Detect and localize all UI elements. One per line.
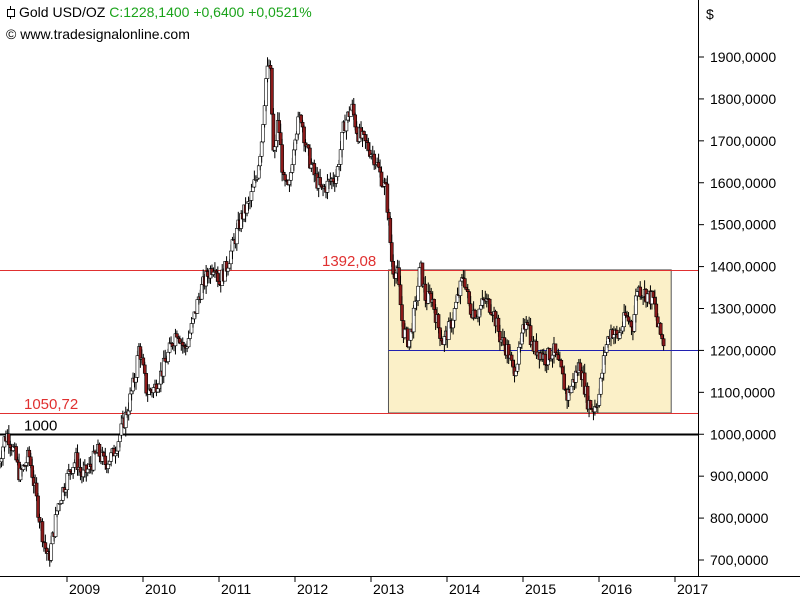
x-tick-label: 2009 <box>69 581 100 597</box>
candle-body <box>49 543 54 561</box>
y-tick-label: 700,0000 <box>710 552 769 568</box>
candle-body <box>142 364 147 374</box>
candle-body <box>53 514 58 537</box>
y-tick-label: 1500,0000 <box>710 217 776 233</box>
candle-body <box>230 239 235 252</box>
candle-body <box>436 314 441 329</box>
candle-body <box>658 323 663 335</box>
y-axis-unit-label: $ <box>706 6 714 22</box>
candle-body <box>106 463 111 469</box>
instrument-name: Gold USD/OZ <box>19 4 106 20</box>
y-tick-label: 1000,0000 <box>710 426 776 442</box>
candle-body <box>259 141 264 157</box>
chart-header-line1: Gold USD/OZ C:1228,1400 +0,6400 +0,0521% <box>6 4 312 20</box>
copyright-icon: © <box>6 26 17 42</box>
x-tick-label: 2016 <box>601 581 632 597</box>
y-tick-label: 1900,0000 <box>710 49 776 65</box>
candle-body <box>167 342 172 353</box>
candle-body <box>235 228 239 245</box>
level-label: 1000 <box>24 417 57 434</box>
y-tick-label: 1400,0000 <box>710 259 776 275</box>
candle-body <box>562 373 567 390</box>
candle-body <box>265 65 270 79</box>
x-tick-label: 2015 <box>525 581 556 597</box>
candle-body <box>270 67 274 115</box>
quote-text: C:1228,1400 +0,6400 +0,0521% <box>109 4 312 20</box>
candle-body <box>661 338 666 347</box>
candle-body <box>135 355 140 378</box>
y-tick-label: 1200,0000 <box>710 342 776 358</box>
candle-body <box>166 351 170 362</box>
candle-body <box>217 280 222 285</box>
candle-body <box>249 191 254 201</box>
candlestick-icon <box>6 6 16 19</box>
candle-body <box>40 521 45 543</box>
candle-body <box>226 267 230 272</box>
candle-body <box>416 285 420 301</box>
candle-body <box>452 308 457 321</box>
candle-body <box>400 304 404 321</box>
x-tick-label: 2010 <box>145 581 176 597</box>
x-tick-label: 2011 <box>221 581 251 597</box>
x-tick-label: 2017 <box>677 581 708 597</box>
x-tick-label: 2012 <box>297 581 328 597</box>
candle-body <box>559 359 564 368</box>
candle-body <box>385 183 390 213</box>
level-label: 1050,72 <box>24 396 78 413</box>
y-tick-label: 1800,0000 <box>710 91 776 107</box>
y-tick-label: 900,0000 <box>710 468 769 484</box>
candle-body <box>340 132 344 151</box>
y-tick-label: 800,0000 <box>710 510 769 526</box>
y-tick-label: 1600,0000 <box>710 175 776 191</box>
y-tick-label: 1100,0000 <box>710 384 775 400</box>
source-link[interactable]: www.tradesignalonline.com <box>20 26 190 42</box>
y-tick-label: 1700,0000 <box>710 133 776 149</box>
candle-body <box>463 278 467 288</box>
level-label: 1392,08 <box>322 253 376 270</box>
candle-body <box>264 78 268 107</box>
candle-body <box>280 144 284 173</box>
x-tick-label: 2013 <box>373 581 404 597</box>
candle-body <box>318 177 322 186</box>
candle-body <box>543 353 548 365</box>
chart-header-line2: © www.tradesignalonline.com <box>6 26 190 42</box>
x-tick-label: 2014 <box>449 581 480 597</box>
y-tick-label: 1300,0000 <box>710 301 776 317</box>
